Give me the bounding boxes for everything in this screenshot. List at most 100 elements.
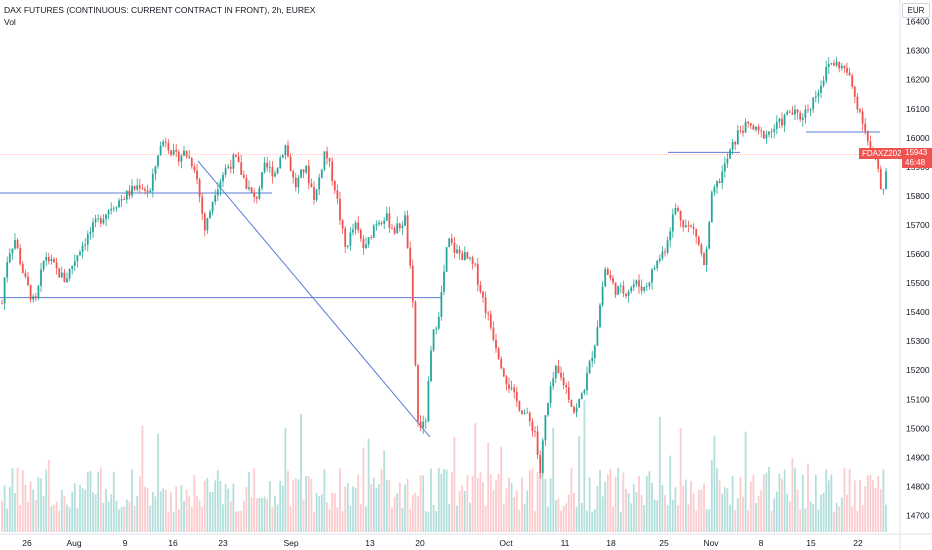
volume-bar xyxy=(11,468,14,532)
volume-bar xyxy=(528,470,531,532)
volume-bar xyxy=(349,505,352,532)
volume-bar xyxy=(708,509,711,532)
volume-bar xyxy=(778,473,781,532)
volume-bar xyxy=(843,467,846,532)
candle-body xyxy=(110,208,113,211)
time-tick-label: 22 xyxy=(853,538,863,548)
candle-body xyxy=(588,361,591,374)
volume-bar xyxy=(453,436,456,532)
volume-bar xyxy=(705,509,708,532)
volume-bar xyxy=(846,494,848,532)
volume-bar xyxy=(583,400,586,532)
candle-body xyxy=(489,314,492,328)
volume-bar xyxy=(762,474,765,532)
volume-bar xyxy=(115,500,118,532)
volume-bar xyxy=(138,476,141,532)
candlesticks xyxy=(1,56,887,479)
candle-body xyxy=(432,329,435,351)
candle-body xyxy=(209,211,211,219)
price-tick-label: 15000 xyxy=(906,423,930,433)
volume-bar xyxy=(586,510,588,532)
volume-bar xyxy=(684,479,687,532)
volume-bar xyxy=(723,487,726,532)
candle-body xyxy=(29,285,32,300)
candle-body xyxy=(700,244,703,254)
time-tick-label: 26 xyxy=(22,538,32,548)
volume-bar xyxy=(458,491,461,532)
volume-bar xyxy=(266,498,269,532)
price-tick-label: 15400 xyxy=(906,307,930,317)
volume-bar xyxy=(557,498,560,532)
candle-body xyxy=(492,327,495,340)
volume-bar xyxy=(658,416,661,532)
candle-body xyxy=(606,269,609,275)
candle-body xyxy=(383,220,386,224)
volume-bar xyxy=(232,483,235,532)
candle-body xyxy=(76,255,79,262)
volume-bar xyxy=(84,489,87,532)
volume-bar xyxy=(471,475,474,532)
volume-bar xyxy=(216,470,219,532)
candle-body xyxy=(445,247,448,272)
volume-bar xyxy=(14,493,16,532)
candle-body xyxy=(388,213,391,228)
volume-bar xyxy=(250,497,253,532)
candle-body xyxy=(456,249,458,253)
candle-body xyxy=(885,171,887,189)
candle-body xyxy=(183,150,185,156)
currency-label[interactable]: EUR xyxy=(902,3,930,18)
volume-bar xyxy=(768,467,770,532)
volume-bar xyxy=(827,480,830,532)
candle-body xyxy=(586,373,588,391)
volume-bar xyxy=(866,475,869,532)
candle-body xyxy=(151,173,154,191)
candle-body xyxy=(63,272,66,283)
volume-bar xyxy=(786,493,789,532)
drawn-lines xyxy=(0,131,900,438)
candle-body xyxy=(6,262,9,278)
volume-bar xyxy=(97,472,100,532)
candle-body xyxy=(729,149,731,159)
candle-body xyxy=(536,431,539,455)
volume-bar xyxy=(700,489,703,532)
volume-bar xyxy=(859,480,861,532)
candle-body xyxy=(175,149,178,152)
volume-bar xyxy=(235,511,237,532)
candle-body xyxy=(154,166,157,174)
volume-bar xyxy=(726,488,729,532)
candle-body xyxy=(292,170,295,178)
volume-bar xyxy=(661,485,664,532)
volume-bar xyxy=(744,431,747,532)
volume-bar xyxy=(697,489,700,532)
candle-body xyxy=(99,217,102,224)
volume-bar xyxy=(89,470,92,532)
candle-body xyxy=(713,187,716,193)
volume-bar xyxy=(476,478,479,532)
volume-bar xyxy=(66,504,68,532)
volume-bar xyxy=(341,510,344,532)
candle-body xyxy=(742,130,744,133)
candle-body xyxy=(721,171,724,183)
volume-bar xyxy=(146,488,149,532)
volume-bar xyxy=(502,503,505,532)
volume-bar xyxy=(638,475,640,532)
candle-body xyxy=(690,225,692,227)
volume-bar xyxy=(879,489,882,532)
volume-bar xyxy=(640,494,643,532)
volume-bar xyxy=(885,504,887,532)
volume-bar xyxy=(573,493,575,532)
volume-bar xyxy=(729,504,731,532)
candle-body xyxy=(120,199,123,201)
candle-body xyxy=(794,109,796,115)
volume-bar xyxy=(562,505,565,532)
time-tick-label: Sep xyxy=(283,538,298,548)
candle-body xyxy=(193,166,196,171)
volume-bar xyxy=(669,455,672,532)
volume-bar xyxy=(419,475,422,532)
candle-body xyxy=(521,410,523,414)
candle-body xyxy=(201,196,204,214)
candle-body xyxy=(92,222,94,233)
candle-body xyxy=(315,189,318,200)
